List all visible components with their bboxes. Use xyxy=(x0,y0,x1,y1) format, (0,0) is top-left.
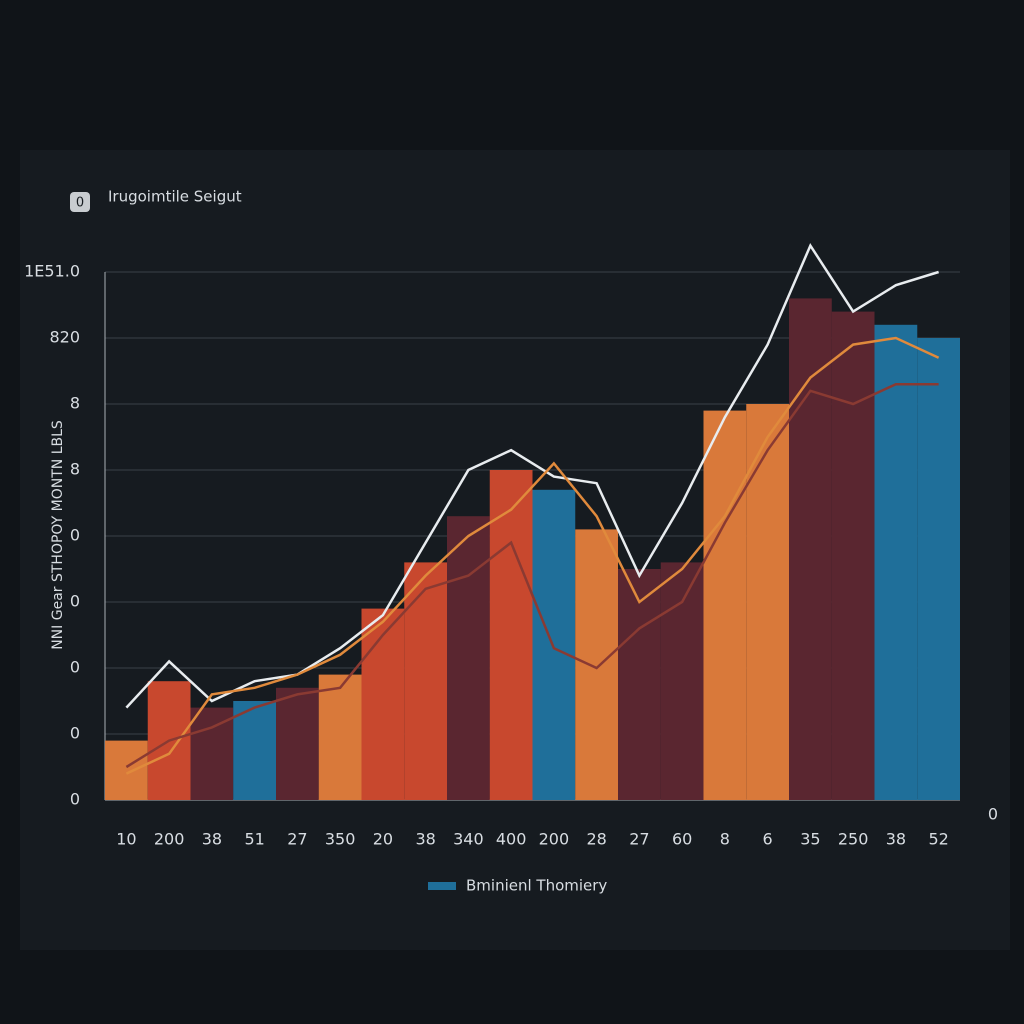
x-tick-label: 38 xyxy=(202,830,222,849)
bar xyxy=(276,687,319,800)
x-tick-label: 350 xyxy=(325,830,356,849)
x-tick-label: 200 xyxy=(154,830,185,849)
x-tick-label: 35 xyxy=(800,830,820,849)
bar xyxy=(105,740,148,800)
bar xyxy=(361,608,405,800)
bar xyxy=(318,674,362,800)
legend-swatch xyxy=(428,882,456,890)
line xyxy=(125,242,939,709)
bar xyxy=(404,562,447,800)
y-tick-label: 8 xyxy=(70,460,80,479)
bar xyxy=(917,338,960,800)
bar xyxy=(575,529,618,800)
chart-title: Irugoimtile Seigut xyxy=(108,188,242,206)
bar xyxy=(874,324,918,800)
legend-label: Bminienl Thomiery xyxy=(466,877,607,895)
x-tick-label: 27 xyxy=(629,830,649,849)
line xyxy=(125,382,939,769)
x-tick-label: 28 xyxy=(586,830,606,849)
icon-label: 0 xyxy=(76,196,84,211)
bar xyxy=(233,701,276,800)
y-tick-label: 0 xyxy=(70,790,80,809)
x-axis-end-label: 0 xyxy=(988,805,998,824)
x-tick-label: 200 xyxy=(539,830,570,849)
y-tick-label: 0 xyxy=(70,592,80,611)
x-tick-label: 250 xyxy=(838,830,869,849)
x-tick-label: 51 xyxy=(244,830,264,849)
icon[interactable] xyxy=(70,192,90,212)
x-tick-label: 27 xyxy=(287,830,307,849)
bar xyxy=(190,707,234,800)
line xyxy=(125,336,940,775)
bar xyxy=(789,298,832,800)
bar xyxy=(660,562,704,800)
bar xyxy=(831,311,875,800)
x-tick-label: 340 xyxy=(453,830,484,849)
x-tick-label: 52 xyxy=(928,830,948,849)
bar xyxy=(447,516,490,800)
y-tick-label: 0 xyxy=(70,724,80,743)
y-tick-label: 0 xyxy=(70,658,80,677)
bar xyxy=(703,410,747,800)
x-tick-label: 60 xyxy=(672,830,692,849)
y-tick-label: 820 xyxy=(49,328,80,347)
y-axis-label: NNI Gear STHOPOY MONTN LBLS xyxy=(50,420,66,650)
x-tick-label: 400 xyxy=(496,830,527,849)
y-tick-label: 1E51.0 xyxy=(24,262,80,281)
y-tick-label: 0 xyxy=(70,526,80,545)
x-tick-label: 38 xyxy=(415,830,435,849)
y-tick-label: 8 xyxy=(70,394,80,413)
bar xyxy=(618,569,661,800)
x-tick-label: 38 xyxy=(886,830,906,849)
bar xyxy=(489,470,533,800)
x-tick-label: 10 xyxy=(116,830,136,849)
bar xyxy=(746,404,789,800)
x-tick-label: 8 xyxy=(720,830,730,849)
x-tick-label: 20 xyxy=(373,830,393,849)
x-tick-label: 6 xyxy=(763,830,773,849)
